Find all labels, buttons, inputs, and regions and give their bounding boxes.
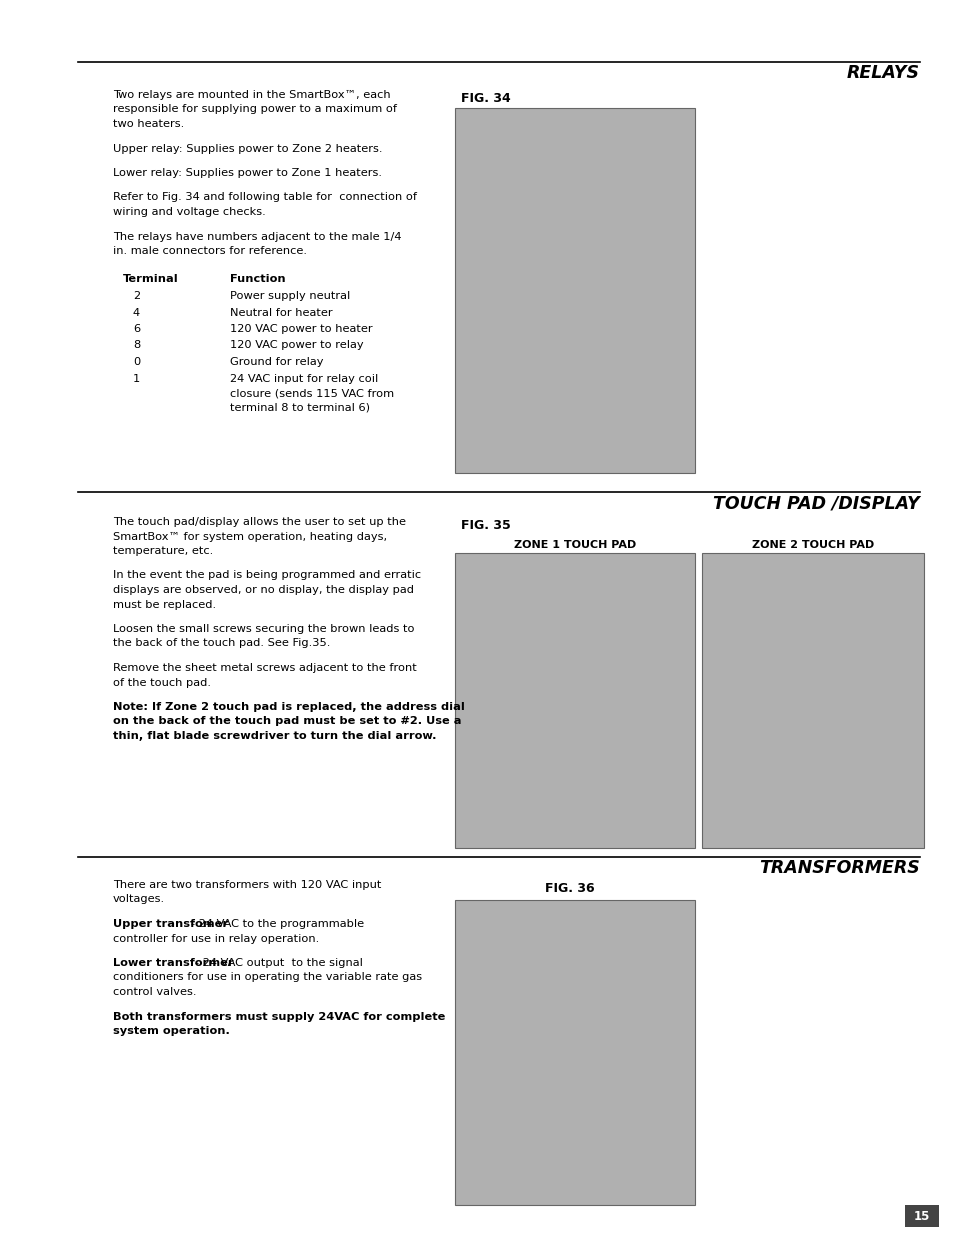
Text: thin, flat blade screwdriver to turn the dial arrow.: thin, flat blade screwdriver to turn the…: [112, 731, 436, 741]
Text: control valves.: control valves.: [112, 987, 196, 997]
Text: SmartBox™ for system operation, heating days,: SmartBox™ for system operation, heating …: [112, 531, 387, 541]
Text: RELAYS: RELAYS: [846, 64, 919, 82]
Text: system operation.: system operation.: [112, 1026, 230, 1036]
Text: FIG. 34: FIG. 34: [460, 91, 510, 105]
Text: Both transformers must supply 24VAC for complete: Both transformers must supply 24VAC for …: [112, 1011, 445, 1021]
Text: Ground for relay: Ground for relay: [230, 357, 323, 367]
Text: voltages.: voltages.: [112, 894, 165, 904]
Text: 120 VAC power to heater: 120 VAC power to heater: [230, 324, 373, 333]
Text: TRANSFORMERS: TRANSFORMERS: [759, 860, 919, 877]
Text: The touch pad/display allows the user to set up the: The touch pad/display allows the user to…: [112, 517, 406, 527]
Text: Neutral for heater: Neutral for heater: [230, 308, 333, 317]
Text: Terminal: Terminal: [123, 274, 178, 284]
Text: 6: 6: [132, 324, 140, 333]
Text: Note: If Zone 2 touch pad is replaced, the address dial: Note: If Zone 2 touch pad is replaced, t…: [112, 701, 464, 713]
Text: Upper relay: Supplies power to Zone 2 heaters.: Upper relay: Supplies power to Zone 2 he…: [112, 143, 382, 153]
Bar: [455, 107, 695, 473]
Bar: [455, 900, 695, 1205]
Text: 15: 15: [913, 1209, 929, 1223]
Text: - 24 VAC output  to the signal: - 24 VAC output to the signal: [195, 958, 363, 968]
Text: Remove the sheet metal screws adjacent to the front: Remove the sheet metal screws adjacent t…: [112, 663, 416, 673]
Text: Lower transformer: Lower transformer: [112, 958, 233, 968]
Text: must be replaced.: must be replaced.: [112, 599, 216, 610]
Text: two heaters.: two heaters.: [112, 119, 184, 128]
Text: FIG. 36: FIG. 36: [544, 882, 594, 895]
Text: wiring and voltage checks.: wiring and voltage checks.: [112, 207, 266, 217]
Text: 8: 8: [132, 341, 140, 351]
Text: The relays have numbers adjacent to the male 1/4: The relays have numbers adjacent to the …: [112, 231, 401, 242]
Text: - 24 VAC to the programmable: - 24 VAC to the programmable: [191, 919, 363, 929]
Bar: [701, 553, 923, 848]
Text: responsible for supplying power to a maximum of: responsible for supplying power to a max…: [112, 105, 396, 115]
Text: There are two transformers with 120 VAC input: There are two transformers with 120 VAC …: [112, 881, 381, 890]
Text: temperature, etc.: temperature, etc.: [112, 546, 213, 556]
Text: Power supply neutral: Power supply neutral: [230, 291, 350, 301]
Text: FIG. 35: FIG. 35: [460, 519, 510, 532]
Text: 24 VAC input for relay coil: 24 VAC input for relay coil: [230, 373, 377, 384]
Text: in. male connectors for reference.: in. male connectors for reference.: [112, 246, 307, 256]
Text: of the touch pad.: of the touch pad.: [112, 678, 211, 688]
Text: on the back of the touch pad must be set to #2. Use a: on the back of the touch pad must be set…: [112, 716, 461, 726]
Text: Loosen the small screws securing the brown leads to: Loosen the small screws securing the bro…: [112, 624, 414, 634]
Bar: [455, 553, 695, 848]
Text: the back of the touch pad. See Fig.35.: the back of the touch pad. See Fig.35.: [112, 638, 330, 648]
Text: Function: Function: [230, 274, 285, 284]
Text: 0: 0: [132, 357, 140, 367]
Text: conditioners for use in operating the variable rate gas: conditioners for use in operating the va…: [112, 972, 421, 983]
Text: 2: 2: [132, 291, 140, 301]
Text: In the event the pad is being programmed and erratic: In the event the pad is being programmed…: [112, 571, 420, 580]
Text: closure (sends 115 VAC from: closure (sends 115 VAC from: [230, 388, 394, 398]
Text: Lower relay: Supplies power to Zone 1 heaters.: Lower relay: Supplies power to Zone 1 he…: [112, 168, 381, 178]
Text: 4: 4: [132, 308, 140, 317]
Text: controller for use in relay operation.: controller for use in relay operation.: [112, 934, 319, 944]
Text: TOUCH PAD /DISPLAY: TOUCH PAD /DISPLAY: [713, 494, 919, 513]
Text: Refer to Fig. 34 and following table for  connection of: Refer to Fig. 34 and following table for…: [112, 193, 416, 203]
Text: displays are observed, or no display, the display pad: displays are observed, or no display, th…: [112, 585, 414, 595]
Text: terminal 8 to terminal 6): terminal 8 to terminal 6): [230, 403, 370, 412]
Bar: [904, 1205, 938, 1228]
Text: ZONE 2 TOUCH PAD: ZONE 2 TOUCH PAD: [751, 540, 873, 550]
Text: 1: 1: [132, 373, 140, 384]
Text: ZONE 1 TOUCH PAD: ZONE 1 TOUCH PAD: [514, 540, 636, 550]
Text: 120 VAC power to relay: 120 VAC power to relay: [230, 341, 363, 351]
Text: Two relays are mounted in the SmartBox™, each: Two relays are mounted in the SmartBox™,…: [112, 90, 390, 100]
Text: Upper transfomer: Upper transfomer: [112, 919, 228, 929]
